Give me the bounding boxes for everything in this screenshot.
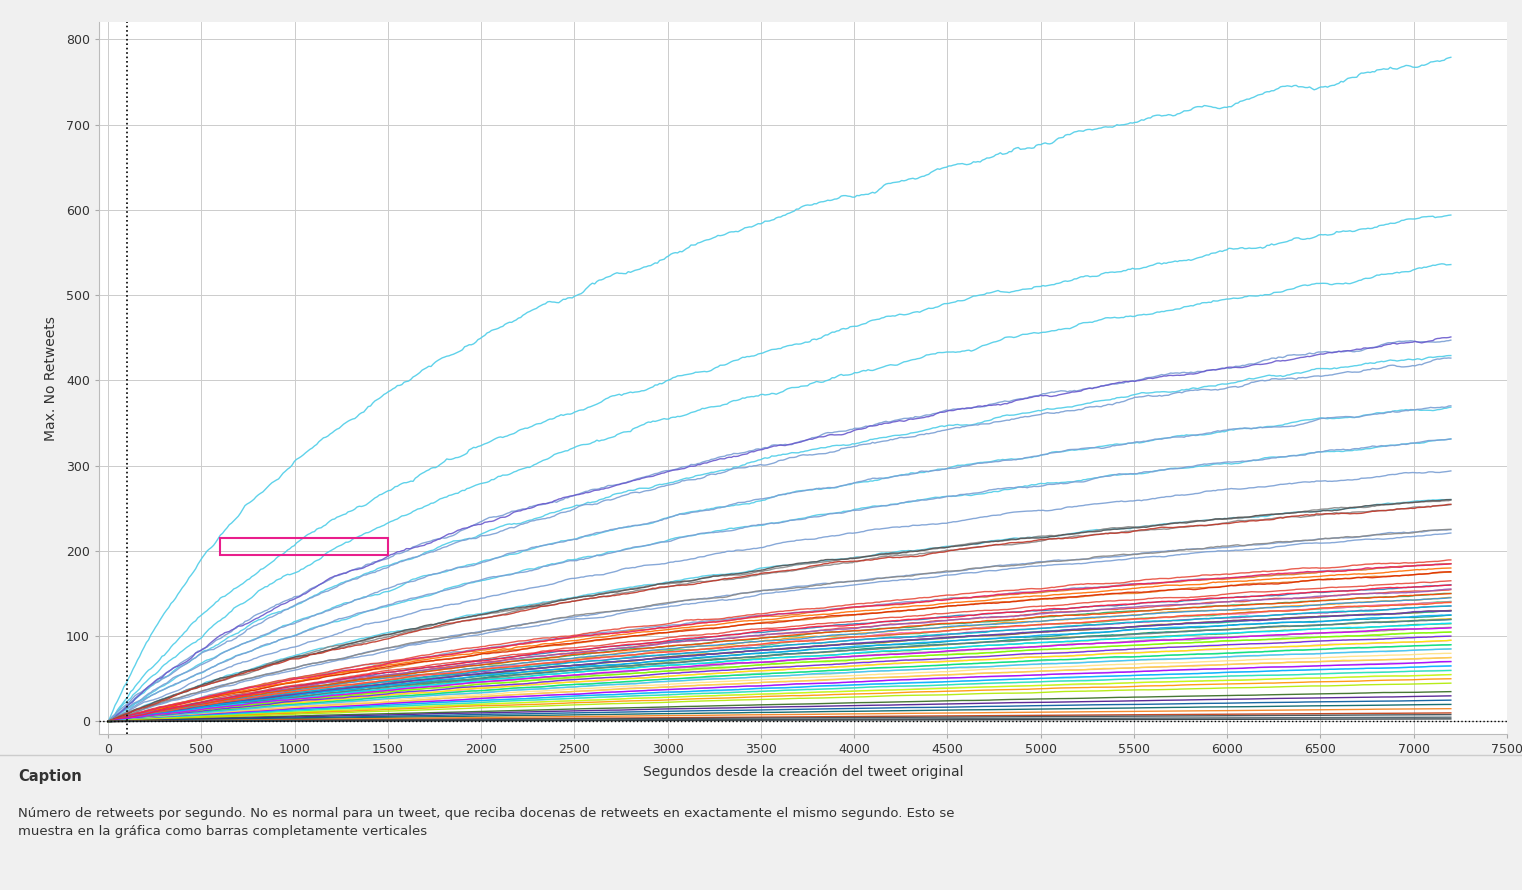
Bar: [221, 538, 388, 555]
Text: Caption: Caption: [18, 769, 82, 783]
X-axis label: Segundos desde la creación del tweet original: Segundos desde la creación del tweet ori…: [642, 765, 963, 779]
Y-axis label: Max. No Retweets: Max. No Retweets: [44, 316, 58, 441]
Text: Número de retweets por segundo. No es normal para un tweet, que reciba docenas d: Número de retweets por segundo. No es no…: [18, 807, 954, 838]
